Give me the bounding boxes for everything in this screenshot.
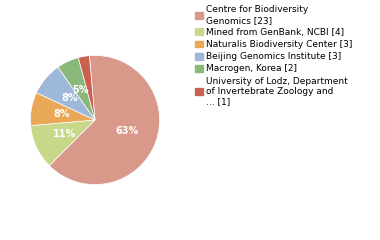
Wedge shape: [58, 58, 95, 120]
Legend: Centre for Biodiversity
Genomics [23], Mined from GenBank, NCBI [4], Naturalis B: Centre for Biodiversity Genomics [23], M…: [195, 5, 353, 107]
Wedge shape: [78, 56, 95, 120]
Text: 11%: 11%: [53, 129, 76, 139]
Text: 63%: 63%: [115, 126, 138, 137]
Wedge shape: [49, 55, 160, 185]
Wedge shape: [30, 93, 95, 126]
Text: 8%: 8%: [61, 93, 78, 103]
Wedge shape: [31, 120, 95, 166]
Wedge shape: [36, 67, 95, 120]
Text: 8%: 8%: [54, 109, 70, 119]
Text: 5%: 5%: [73, 84, 89, 95]
